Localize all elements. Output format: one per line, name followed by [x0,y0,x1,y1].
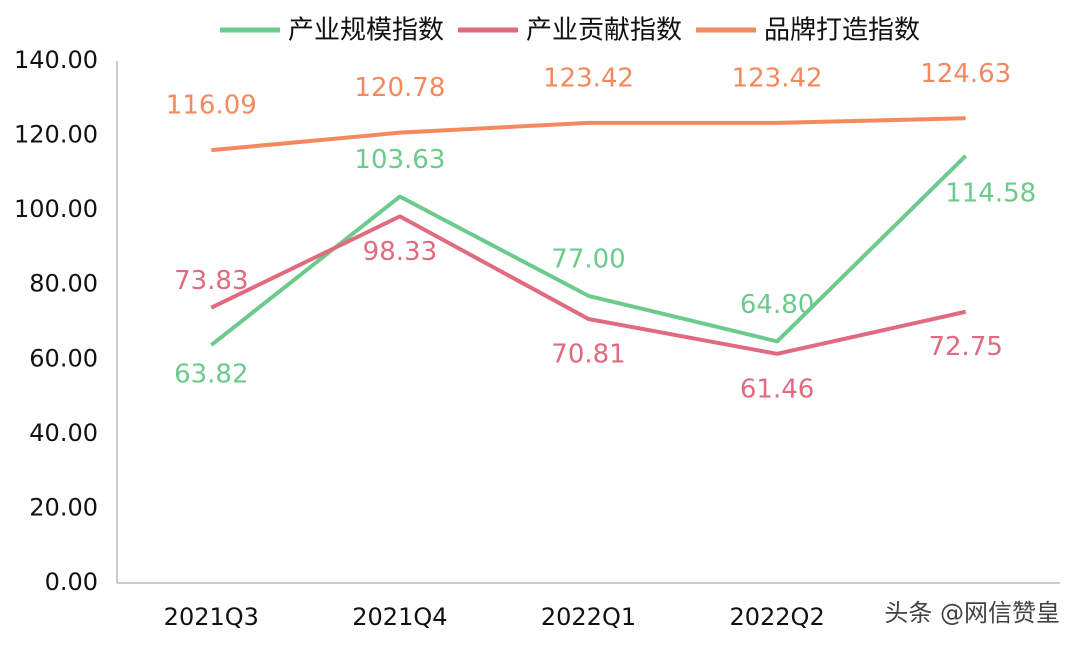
data-label: 63.82 [174,360,248,390]
data-label: 120.78 [354,73,445,103]
data-label: 123.42 [732,63,823,93]
data-label: 116.09 [166,91,257,121]
x-tick-label: 2021Q4 [352,603,447,631]
data-label: 103.63 [354,145,445,175]
data-label: 114.58 [945,178,1036,208]
y-tick-label: 140.00 [14,46,98,74]
x-tick-label: 2022Q1 [541,603,636,631]
y-tick-label: 100.00 [14,195,98,223]
data-label: 123.42 [543,63,634,93]
data-label: 61.46 [740,374,814,404]
data-label: 124.63 [920,59,1011,89]
watermark: 头条 @网信赞皇 [884,599,1060,627]
data-label: 73.83 [174,266,248,296]
y-tick-label: 80.00 [29,270,98,298]
data-label: 70.81 [551,339,625,369]
data-label: 98.33 [363,237,437,267]
x-tick-label: 2022Q2 [729,603,824,631]
data-label: 64.80 [740,290,814,320]
x-tick-label: 2021Q3 [164,603,259,631]
legend-label: 产业规模指数 [288,16,444,46]
legend-label: 产业贡献指数 [526,16,682,46]
data-label: 77.00 [551,244,625,274]
y-tick-label: 0.00 [45,568,98,596]
series-line [210,214,967,356]
y-tick-label: 60.00 [29,344,98,372]
y-tick-label: 120.00 [14,121,98,149]
legend-label: 品牌打造指数 [764,16,920,46]
y-tick-label: 20.00 [29,493,98,521]
data-label: 72.75 [928,332,1002,362]
y-tick-label: 40.00 [29,419,98,447]
series-line [211,116,966,153]
